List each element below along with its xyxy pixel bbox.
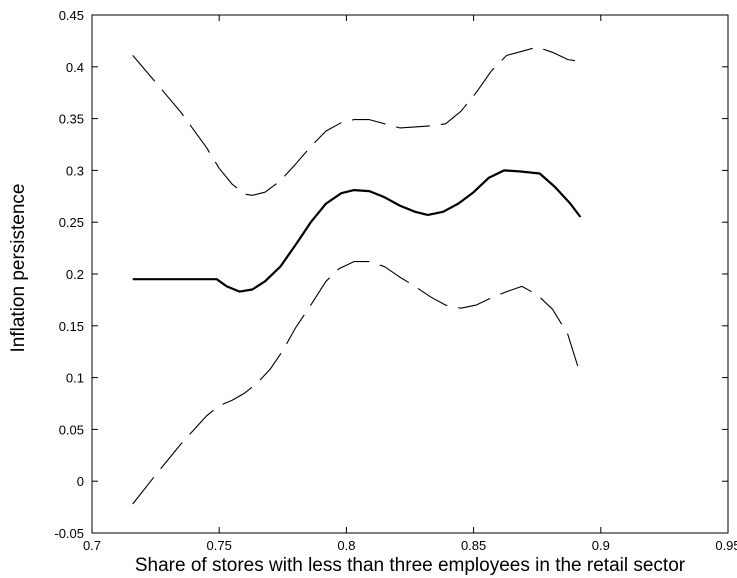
y-tick-label: 0 [77,474,84,489]
x-tick-label: 0.75 [207,538,232,553]
y-tick-label: 0.25 [59,215,84,230]
y-tick-label: 0.2 [66,267,84,282]
y-tick-label: 0.15 [59,319,84,334]
x-tick-label: 0.8 [337,538,355,553]
series-lines [132,46,582,505]
y-tick-label: 0.45 [59,8,84,23]
x-tick-label: 0.85 [461,538,486,553]
plot-frame [91,14,729,534]
y-tick-label: -0.05 [54,526,84,541]
lower-band-line [132,261,581,505]
x-axis-label: Share of stores with less than three emp… [135,555,686,576]
y-tick-label: 0.3 [66,163,84,178]
x-tick-label: 0.9 [592,538,610,553]
x-tick-label: 0.7 [83,538,101,553]
estimate-line [132,169,582,293]
x-tick-label: 0.95 [715,538,737,553]
upper-band-line [132,46,581,196]
y-tick-labels: -0.05 0 0.05 0.1 0.15 0.2 0.25 0.3 0.35 0.4 0.45 [54,8,84,541]
y-tick-label: 0.1 [66,371,84,386]
y-tick-label: 0.4 [66,60,84,75]
y-axis-label: Inflation persistence [8,184,29,353]
x-tick-labels: 0.7 0.75 0.8 0.85 0.9 0.95 [83,538,737,553]
y-tick-label: 0.35 [59,112,84,127]
tick-marks [91,14,729,534]
y-tick-label: 0.05 [59,422,84,437]
